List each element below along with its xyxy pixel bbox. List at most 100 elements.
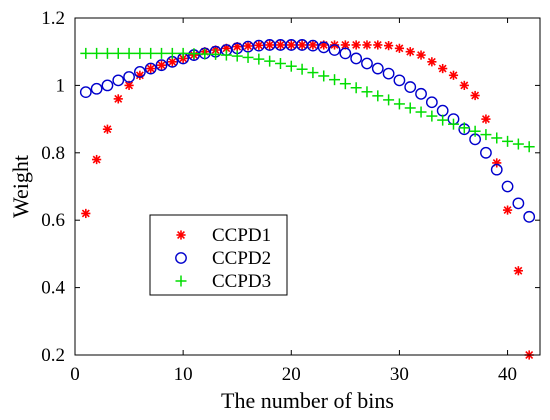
data-point bbox=[502, 135, 514, 147]
data-point bbox=[112, 47, 124, 59]
data-point bbox=[502, 205, 513, 215]
data-point bbox=[123, 71, 135, 83]
data-point bbox=[317, 41, 330, 54]
data-point bbox=[112, 74, 125, 87]
series-ccpd3 bbox=[80, 47, 535, 153]
data-point bbox=[384, 41, 394, 51]
y-tick-label: 0.8 bbox=[41, 143, 65, 164]
data-point bbox=[297, 40, 307, 50]
legend-box bbox=[149, 214, 288, 296]
data-point bbox=[415, 87, 427, 100]
data-point bbox=[512, 197, 525, 210]
data-point bbox=[92, 154, 102, 165]
data-point bbox=[361, 86, 373, 98]
data-point bbox=[427, 57, 437, 67]
data-point bbox=[329, 74, 341, 86]
y-tick-label: 0.6 bbox=[41, 210, 65, 231]
data-point bbox=[156, 47, 168, 59]
x-axis-label: The number of bins bbox=[221, 388, 394, 413]
x-tick-label: 40 bbox=[498, 364, 517, 385]
data-point bbox=[448, 70, 459, 80]
data-point bbox=[318, 70, 330, 82]
data-point bbox=[134, 47, 146, 59]
data-point bbox=[339, 47, 352, 60]
data-point bbox=[166, 47, 178, 59]
data-point bbox=[373, 40, 383, 50]
data-point bbox=[459, 80, 469, 90]
y-tick-label: 0.4 bbox=[41, 278, 65, 299]
data-point bbox=[144, 62, 157, 75]
data-point bbox=[491, 132, 503, 144]
plot-area-frame bbox=[74, 17, 541, 356]
data-point bbox=[123, 47, 135, 59]
data-point bbox=[404, 81, 417, 93]
data-point bbox=[243, 41, 253, 51]
data-point bbox=[308, 40, 318, 50]
data-point bbox=[113, 94, 123, 104]
series-ccpd1 bbox=[81, 40, 534, 360]
data-point bbox=[438, 63, 448, 74]
data-point bbox=[383, 94, 395, 106]
data-point bbox=[480, 129, 492, 141]
data-point bbox=[394, 43, 405, 53]
data-point bbox=[426, 110, 438, 122]
data-point bbox=[101, 79, 114, 92]
data-point bbox=[425, 96, 438, 109]
data-point bbox=[155, 59, 168, 72]
data-point bbox=[91, 47, 103, 59]
x-tick-label: 10 bbox=[174, 364, 193, 385]
data-point bbox=[81, 208, 91, 219]
data-point bbox=[480, 146, 492, 159]
data-point bbox=[469, 125, 481, 137]
data-point bbox=[523, 210, 536, 223]
data-point bbox=[199, 48, 211, 60]
data-point bbox=[350, 82, 362, 94]
data-point bbox=[133, 66, 146, 78]
data-point bbox=[307, 67, 319, 79]
data-point bbox=[351, 40, 361, 50]
data-point bbox=[231, 50, 243, 62]
data-point bbox=[101, 47, 113, 59]
data-point bbox=[286, 40, 296, 50]
y-tick-label: 1.2 bbox=[41, 8, 65, 29]
data-point bbox=[415, 106, 427, 118]
data-point bbox=[458, 122, 470, 134]
data-point bbox=[371, 62, 384, 75]
y-axis-label: Weight bbox=[8, 155, 33, 218]
data-point bbox=[372, 90, 384, 102]
data-point bbox=[393, 74, 406, 87]
legend-marker bbox=[175, 275, 187, 287]
legend-marker bbox=[176, 230, 186, 240]
data-point bbox=[492, 158, 502, 168]
data-point bbox=[265, 40, 275, 50]
data-point bbox=[436, 104, 449, 117]
data-point bbox=[220, 49, 232, 61]
x-tick-label: 20 bbox=[282, 364, 301, 385]
y-tick-label: 1 bbox=[56, 75, 66, 96]
data-point bbox=[404, 102, 416, 114]
legend-marker bbox=[175, 252, 187, 264]
y-tick-label: 0.2 bbox=[41, 345, 65, 366]
data-point bbox=[393, 98, 405, 110]
data-point bbox=[146, 63, 156, 74]
data-point bbox=[350, 52, 363, 65]
data-point bbox=[362, 40, 372, 50]
data-point bbox=[339, 78, 351, 90]
data-point bbox=[254, 40, 264, 50]
data-point bbox=[156, 60, 167, 70]
legend-label: CCPD1 bbox=[212, 225, 271, 246]
data-point bbox=[253, 53, 265, 65]
data-point bbox=[447, 118, 459, 130]
x-tick-label: 0 bbox=[70, 364, 80, 385]
data-point bbox=[274, 57, 286, 69]
data-point bbox=[210, 48, 222, 60]
data-point bbox=[80, 47, 92, 59]
data-point bbox=[481, 114, 491, 124]
data-marks-layer bbox=[79, 39, 536, 360]
data-point bbox=[328, 44, 341, 56]
legend-label: CCPD3 bbox=[212, 271, 271, 292]
data-point bbox=[470, 90, 480, 101]
